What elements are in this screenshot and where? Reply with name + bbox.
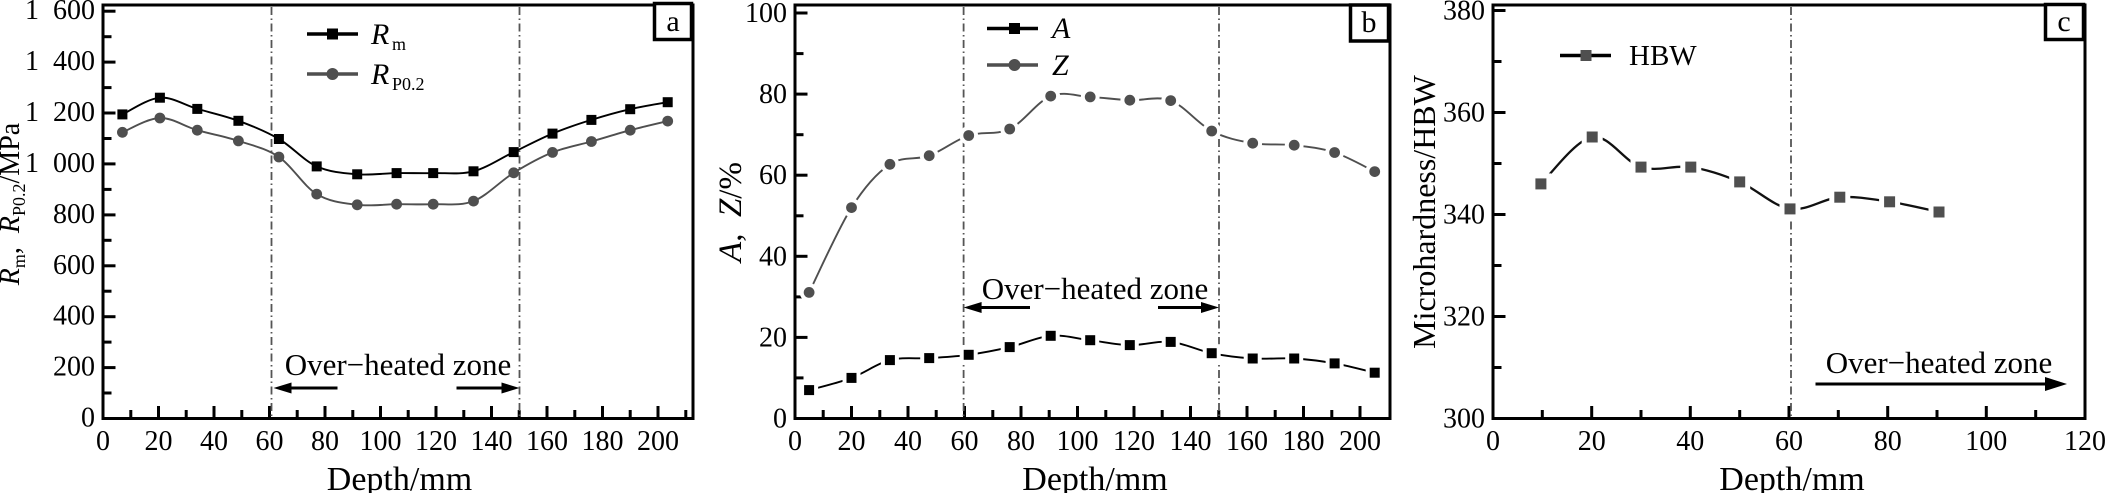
svg-text:c: c bbox=[2057, 5, 2070, 38]
svg-text:100: 100 bbox=[1965, 426, 2007, 457]
svg-text:200: 200 bbox=[1339, 426, 1381, 457]
svg-text:1 400: 1 400 bbox=[25, 46, 95, 77]
svg-text:R: R bbox=[370, 18, 389, 51]
svg-text:60: 60 bbox=[1775, 426, 1803, 457]
svg-text:Microhardness/HBW: Microhardness/HBW bbox=[1406, 74, 1442, 349]
svg-text:0: 0 bbox=[1486, 426, 1500, 457]
svg-text:20: 20 bbox=[145, 426, 173, 457]
svg-text:HBW: HBW bbox=[1629, 40, 1697, 72]
svg-text:320: 320 bbox=[1443, 302, 1485, 333]
svg-text:Z: Z bbox=[1052, 49, 1069, 82]
svg-text:100: 100 bbox=[1057, 426, 1099, 457]
svg-text:A, Z/%: A, Z/% bbox=[713, 162, 749, 264]
svg-text:100: 100 bbox=[360, 426, 402, 457]
svg-text:40: 40 bbox=[1676, 426, 1704, 457]
svg-text:140: 140 bbox=[471, 426, 513, 457]
svg-text:m: m bbox=[392, 34, 406, 54]
svg-text:300: 300 bbox=[1443, 404, 1485, 435]
svg-text:40: 40 bbox=[894, 426, 922, 457]
svg-text:b: b bbox=[1362, 6, 1377, 39]
svg-text:Over−heated zone: Over−heated zone bbox=[982, 271, 1209, 306]
svg-text:800: 800 bbox=[53, 199, 95, 230]
svg-text:0: 0 bbox=[788, 426, 802, 457]
svg-text:80: 80 bbox=[1874, 426, 1902, 457]
svg-text:R: R bbox=[370, 58, 389, 91]
svg-text:20: 20 bbox=[838, 426, 866, 457]
svg-text:200: 200 bbox=[637, 426, 679, 457]
svg-text:20: 20 bbox=[759, 322, 787, 353]
svg-text:P0.2: P0.2 bbox=[392, 74, 425, 94]
svg-text:600: 600 bbox=[53, 250, 95, 281]
svg-text:80: 80 bbox=[311, 426, 339, 457]
svg-text:40: 40 bbox=[759, 241, 787, 272]
svg-text:360: 360 bbox=[1443, 98, 1485, 129]
svg-text:a: a bbox=[666, 5, 679, 38]
svg-text:Over−heated zone: Over−heated zone bbox=[1826, 345, 2053, 380]
svg-text:80: 80 bbox=[1007, 426, 1035, 457]
svg-text:380: 380 bbox=[1443, 0, 1485, 27]
svg-text:120: 120 bbox=[1113, 426, 1155, 457]
svg-text:1 600: 1 600 bbox=[25, 0, 95, 26]
svg-text:200: 200 bbox=[53, 352, 95, 383]
svg-text:120: 120 bbox=[2064, 426, 2106, 457]
svg-text:340: 340 bbox=[1443, 200, 1485, 231]
svg-text:180: 180 bbox=[1283, 426, 1325, 457]
svg-text:0: 0 bbox=[81, 403, 95, 434]
svg-text:60: 60 bbox=[256, 426, 284, 457]
svg-text:1 000: 1 000 bbox=[25, 148, 95, 179]
svg-text:Depth/mm: Depth/mm bbox=[1022, 461, 1167, 493]
svg-text:1 200: 1 200 bbox=[25, 97, 95, 128]
svg-text:20: 20 bbox=[1578, 426, 1606, 457]
svg-text:180: 180 bbox=[582, 426, 624, 457]
svg-text:100: 100 bbox=[745, 0, 787, 29]
svg-text:400: 400 bbox=[53, 301, 95, 332]
svg-text:160: 160 bbox=[1226, 426, 1268, 457]
svg-text:A: A bbox=[1050, 12, 1071, 45]
svg-text:0: 0 bbox=[96, 426, 110, 457]
svg-text:140: 140 bbox=[1170, 426, 1212, 457]
svg-text:40: 40 bbox=[200, 426, 228, 457]
svg-text:160: 160 bbox=[526, 426, 568, 457]
svg-text:Rm, RP0.2/MPa: Rm, RP0.2/MPa bbox=[0, 122, 29, 286]
svg-text:Depth/mm: Depth/mm bbox=[1719, 461, 1864, 493]
svg-text:Depth/mm: Depth/mm bbox=[327, 461, 472, 493]
svg-text:0: 0 bbox=[773, 404, 787, 435]
svg-text:60: 60 bbox=[951, 426, 979, 457]
svg-text:120: 120 bbox=[415, 426, 457, 457]
svg-text:Over−heated zone: Over−heated zone bbox=[285, 347, 512, 382]
svg-text:60: 60 bbox=[759, 160, 787, 191]
svg-text:80: 80 bbox=[759, 79, 787, 110]
